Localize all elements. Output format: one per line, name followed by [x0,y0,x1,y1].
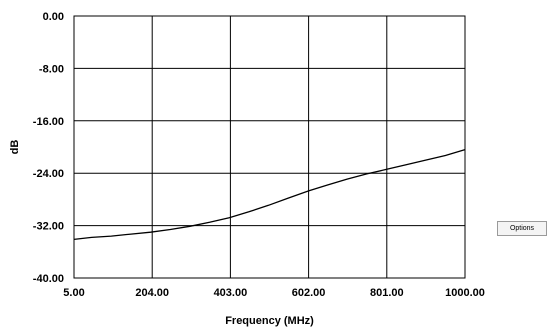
options-button[interactable]: Options [497,221,547,236]
x-tick-label: 801.00 [370,287,404,299]
y-tick-label: -16.00 [33,116,64,128]
grid-lines [74,16,465,278]
x-tick-label: 602.00 [292,287,326,299]
y-tick-labels: 0.00 -8.00 -16.00 -24.00 -32.00 -40.00 [33,11,64,285]
y-tick-label: -24.00 [33,168,64,180]
series-line [73,148,466,241]
x-tick-label: 5.00 [63,287,84,299]
x-tick-label: 1000.00 [445,287,485,299]
plot-frame [73,15,466,279]
x-tick-label: 204.00 [135,287,169,299]
x-tick-label: 403.00 [214,287,248,299]
y-tick-label: -8.00 [39,63,64,75]
x-tick-labels: 5.00 204.00 403.00 602.00 801.00 1000.00 [63,287,485,299]
x-axis-label: Frequency (MHz) [225,315,314,327]
y-tick-label: 0.00 [43,11,64,23]
y-axis-label: dB [9,140,21,155]
y-tick-label: -32.00 [33,221,64,233]
y-tick-label: -40.00 [33,273,64,285]
